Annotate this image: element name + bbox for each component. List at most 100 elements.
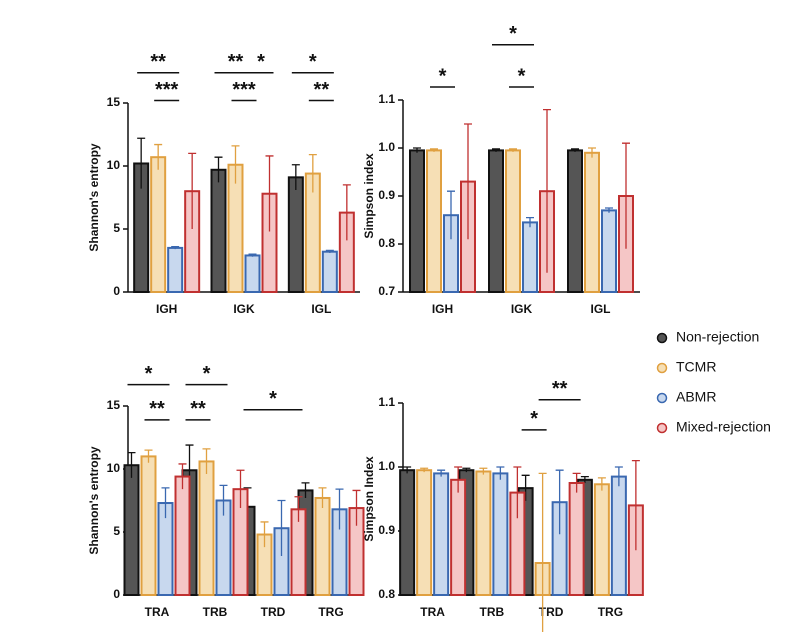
error-bar bbox=[588, 147, 596, 158]
x-tick-label: TRG bbox=[598, 605, 623, 619]
error-bar bbox=[437, 469, 446, 477]
error-bar bbox=[526, 216, 534, 228]
x-tick-label: TRB bbox=[480, 605, 505, 619]
y-tick-label: 1.1 bbox=[378, 92, 395, 106]
legend-marker bbox=[656, 422, 668, 434]
y-axis-label: Shannon's entropy bbox=[87, 446, 101, 555]
significance-label: * bbox=[309, 51, 317, 73]
significance-label: * bbox=[203, 363, 211, 385]
bar bbox=[492, 472, 509, 596]
error-bar bbox=[277, 499, 286, 556]
significance-label: * bbox=[518, 65, 526, 87]
bar bbox=[433, 472, 450, 596]
error-bar bbox=[265, 155, 274, 232]
bar bbox=[568, 482, 585, 596]
bar bbox=[123, 464, 140, 596]
y-tick-label: 1.1 bbox=[378, 395, 395, 409]
legend-label: ABMR bbox=[676, 389, 716, 405]
y-tick-label: 0.9 bbox=[378, 523, 395, 537]
error-bar bbox=[236, 469, 245, 509]
x-tick-label: TRD bbox=[261, 605, 286, 619]
error-bar bbox=[479, 467, 488, 475]
error-bar bbox=[555, 469, 564, 535]
bar bbox=[567, 149, 583, 293]
bar bbox=[399, 469, 416, 597]
error-bar bbox=[462, 467, 471, 473]
legend-label: Mixed-rejection bbox=[676, 419, 771, 435]
significance-label: * bbox=[530, 408, 538, 430]
error-bar bbox=[308, 154, 317, 193]
error-bar bbox=[231, 145, 240, 184]
bar bbox=[198, 460, 215, 596]
error-bar bbox=[325, 249, 334, 253]
error-bar bbox=[631, 459, 640, 551]
error-bar bbox=[403, 466, 412, 474]
bar bbox=[314, 496, 331, 597]
y-tick-label: 0.9 bbox=[378, 188, 395, 202]
bar bbox=[167, 246, 184, 293]
significance-label: *** bbox=[155, 79, 179, 101]
bar bbox=[593, 483, 610, 596]
error-bar bbox=[572, 472, 581, 493]
significance-label: ** bbox=[150, 51, 166, 73]
error-bar bbox=[580, 475, 589, 483]
x-tick-label: TRA bbox=[145, 605, 170, 619]
bar bbox=[450, 478, 467, 596]
y-tick-label: 1.0 bbox=[378, 459, 395, 473]
error-bar bbox=[291, 164, 300, 190]
significance-label: * bbox=[509, 23, 517, 45]
error-bar bbox=[571, 148, 579, 152]
y-axis-label: Simpson index bbox=[362, 153, 376, 239]
error-bar bbox=[496, 466, 505, 480]
error-bar bbox=[202, 448, 211, 475]
error-bar bbox=[622, 142, 630, 249]
bar bbox=[150, 156, 167, 293]
error-bar bbox=[352, 489, 361, 526]
y-tick-label: 10 bbox=[107, 158, 121, 172]
y-tick-label: 0 bbox=[113, 587, 120, 601]
bar bbox=[321, 250, 338, 293]
x-tick-label: IGK bbox=[511, 302, 533, 316]
bar bbox=[505, 149, 521, 293]
bar bbox=[210, 168, 227, 293]
error-bar bbox=[214, 156, 223, 183]
error-bar bbox=[454, 466, 463, 493]
error-bar bbox=[492, 148, 500, 152]
error-bar bbox=[219, 484, 228, 516]
bar bbox=[409, 149, 425, 293]
error-bar bbox=[260, 521, 269, 548]
error-bar bbox=[188, 152, 197, 229]
error-bar bbox=[161, 487, 170, 519]
error-bar bbox=[294, 496, 303, 522]
significance-label: * bbox=[257, 51, 265, 73]
error-bar bbox=[171, 245, 180, 250]
significance-label: * bbox=[439, 65, 447, 87]
error-bar bbox=[597, 477, 606, 491]
significance-label: ** bbox=[149, 398, 165, 420]
bar bbox=[140, 455, 157, 596]
bar bbox=[426, 149, 442, 293]
error-bar bbox=[342, 184, 351, 241]
bar bbox=[475, 470, 492, 597]
y-axis-label: Shannon's entropy bbox=[87, 143, 101, 252]
y-tick-label: 0.8 bbox=[378, 587, 395, 601]
bar bbox=[287, 176, 304, 293]
bar bbox=[174, 475, 191, 596]
y-tick-label: 0 bbox=[113, 284, 120, 298]
error-bar bbox=[521, 474, 530, 501]
error-bar bbox=[335, 488, 344, 530]
y-tick-label: 15 bbox=[107, 398, 121, 412]
error-bar bbox=[464, 123, 472, 240]
error-bar bbox=[144, 449, 153, 463]
error-bar bbox=[420, 467, 429, 473]
legend-label: TCMR bbox=[676, 359, 716, 375]
x-tick-label: IGL bbox=[311, 302, 331, 316]
significance-label: ** bbox=[552, 378, 568, 400]
error-bar bbox=[430, 148, 438, 152]
error-bar bbox=[318, 487, 327, 509]
bar bbox=[601, 209, 617, 293]
x-tick-label: TRG bbox=[318, 605, 343, 619]
error-bar bbox=[509, 148, 517, 152]
significance-label: ** bbox=[314, 79, 330, 101]
